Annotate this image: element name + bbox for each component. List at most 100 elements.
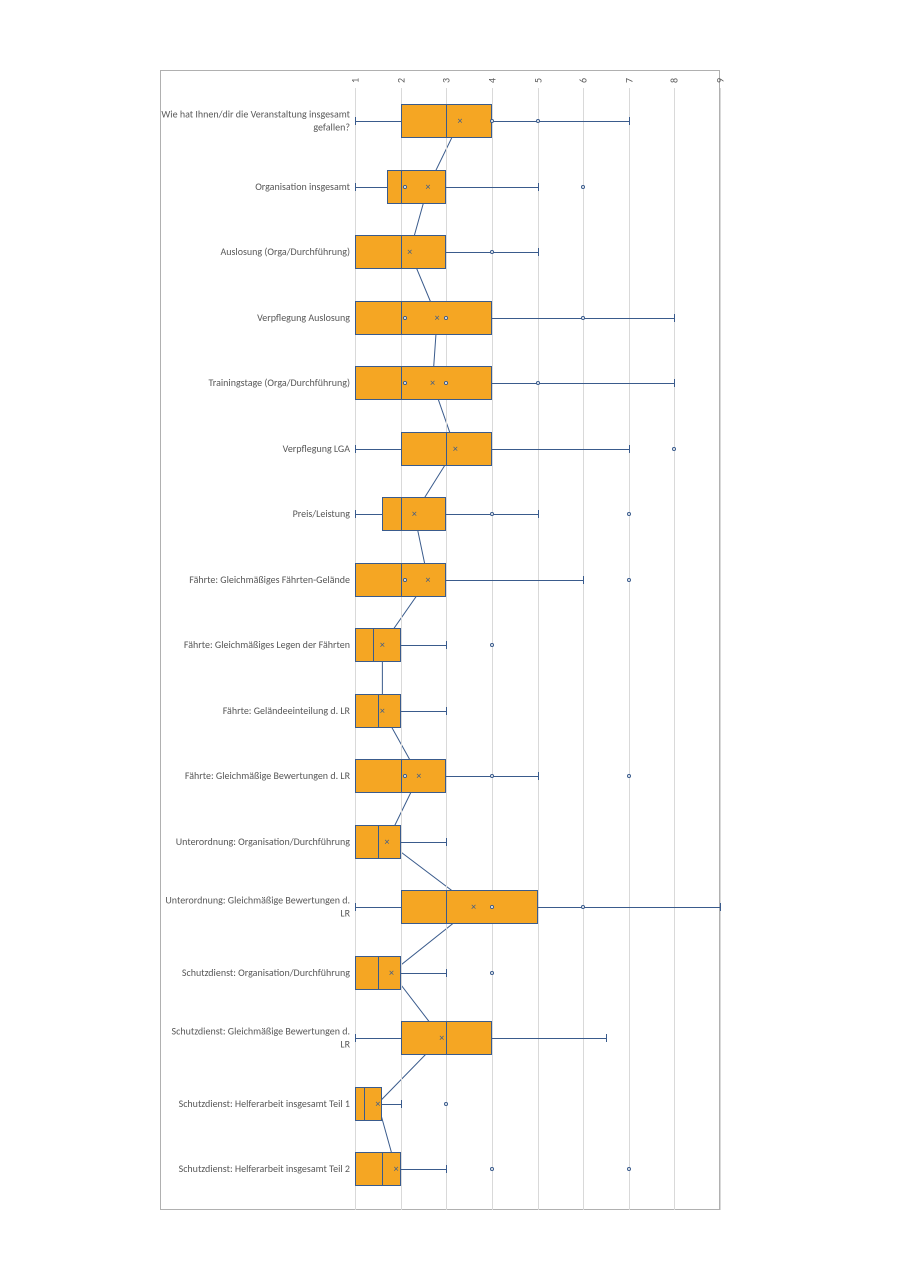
whisker-high [401, 645, 447, 646]
whisker-low [355, 514, 382, 515]
category-label: Schutzdienst: Organisation/Durchführung [160, 966, 350, 979]
whisker-low [355, 907, 401, 908]
median-line [401, 497, 402, 531]
outlier [536, 119, 540, 123]
whisker-high [382, 1104, 400, 1105]
outlier [490, 774, 494, 778]
whisker-cap [538, 248, 539, 256]
category-label: Unterordnung: Organisation/Durchführung [160, 835, 350, 848]
outlier [490, 1167, 494, 1171]
mean-marker: × [471, 902, 476, 912]
whisker-cap [583, 576, 584, 584]
whisker-high [492, 449, 629, 450]
median-line [401, 170, 402, 204]
page: Wie hat Ihnen/dir die Veranstaltung insg… [0, 0, 898, 1288]
outlier [490, 905, 494, 909]
gridline [720, 88, 721, 1210]
gridline [492, 88, 493, 1210]
outlier [403, 774, 407, 778]
mean-marker: × [380, 706, 385, 716]
whisker-low [355, 449, 401, 450]
outlier [581, 905, 585, 909]
outlier [490, 250, 494, 254]
whisker-low [355, 1038, 401, 1039]
outlier [581, 185, 585, 189]
whisker-high [446, 580, 583, 581]
outlier [672, 447, 676, 451]
outlier [627, 774, 631, 778]
box [387, 170, 446, 204]
median-line [401, 366, 402, 400]
median-line [401, 301, 402, 335]
median-line [378, 956, 379, 990]
category-label: Schutzdienst: Helferarbeit insgesamt Tei… [160, 1097, 350, 1110]
outlier [444, 381, 448, 385]
whisker-high [492, 1038, 606, 1039]
category-label: Fährte: Gleichmäßige Bewertungen d. LR [160, 770, 350, 783]
whisker-cap [720, 903, 721, 911]
outlier [444, 316, 448, 320]
whisker-cap [674, 379, 675, 387]
whisker-cap [446, 838, 447, 846]
category-label: Unterordnung: Gleichmäßige Bewertungen d… [160, 895, 350, 920]
category-label: Schutzdienst: Gleichmäßige Bewertungen d… [160, 1026, 350, 1051]
mean-marker: × [389, 968, 394, 978]
mean-marker: × [439, 1033, 444, 1043]
outlier [490, 971, 494, 975]
whisker-cap [355, 183, 356, 191]
mean-marker: × [407, 247, 412, 257]
x-axis-tick-label: 3 [440, 78, 453, 83]
whisker-cap [629, 117, 630, 125]
mean-marker: × [375, 1099, 380, 1109]
category-label: Fährte: Gleichmäßiges Legen der Fährten [160, 639, 350, 652]
whisker-cap [446, 641, 447, 649]
mean-marker: × [453, 444, 458, 454]
whisker-cap [629, 445, 630, 453]
x-axis-tick-label: 2 [394, 78, 407, 83]
whisker-high [401, 711, 447, 712]
whisker-cap [538, 183, 539, 191]
mean-marker: × [384, 837, 389, 847]
median-line [446, 1021, 447, 1055]
median-line [446, 432, 447, 466]
x-axis-tick-label: 1 [349, 78, 362, 83]
whisker-cap [446, 707, 447, 715]
outlier [490, 119, 494, 123]
whisker-cap [401, 1100, 402, 1108]
outlier [403, 316, 407, 320]
outlier [536, 381, 540, 385]
category-label: Wie hat Ihnen/dir die Veranstaltung insg… [160, 109, 350, 134]
gridline [538, 88, 539, 1210]
median-line [401, 235, 402, 269]
category-label: Preis/Leistung [160, 508, 350, 521]
category-label: Organisation insgesamt [160, 180, 350, 193]
category-label: Verpflegung Auslosung [160, 311, 350, 324]
whisker-low [355, 187, 387, 188]
outlier [627, 578, 631, 582]
x-axis-tick-label: 4 [485, 78, 498, 83]
category-label: Auslosung (Orga/Durchführung) [160, 246, 350, 259]
mean-marker: × [416, 771, 421, 781]
whisker-high [492, 383, 675, 384]
whisker-cap [355, 903, 356, 911]
median-line [364, 1087, 365, 1121]
median-line [378, 825, 379, 859]
box [355, 366, 492, 400]
median-line [401, 759, 402, 793]
whisker-cap [674, 314, 675, 322]
category-label: Trainingstage (Orga/Durchführung) [160, 377, 350, 390]
category-label: Schutzdienst: Helferarbeit insgesamt Tei… [160, 1163, 350, 1176]
outlier [627, 512, 631, 516]
mean-marker: × [380, 640, 385, 650]
mean-marker: × [457, 116, 462, 126]
category-label: Fährte: Gleichmäßiges Fährten-Gelände [160, 573, 350, 586]
whisker-cap [355, 117, 356, 125]
whisker-cap [355, 445, 356, 453]
gridline [629, 88, 630, 1210]
whisker-high [401, 1169, 447, 1170]
whisker-cap [355, 510, 356, 518]
gridline [583, 88, 584, 1210]
data-area: 123456789××××××××××××××××× [355, 88, 720, 1210]
whisker-cap [355, 1034, 356, 1042]
median-line [446, 890, 447, 924]
